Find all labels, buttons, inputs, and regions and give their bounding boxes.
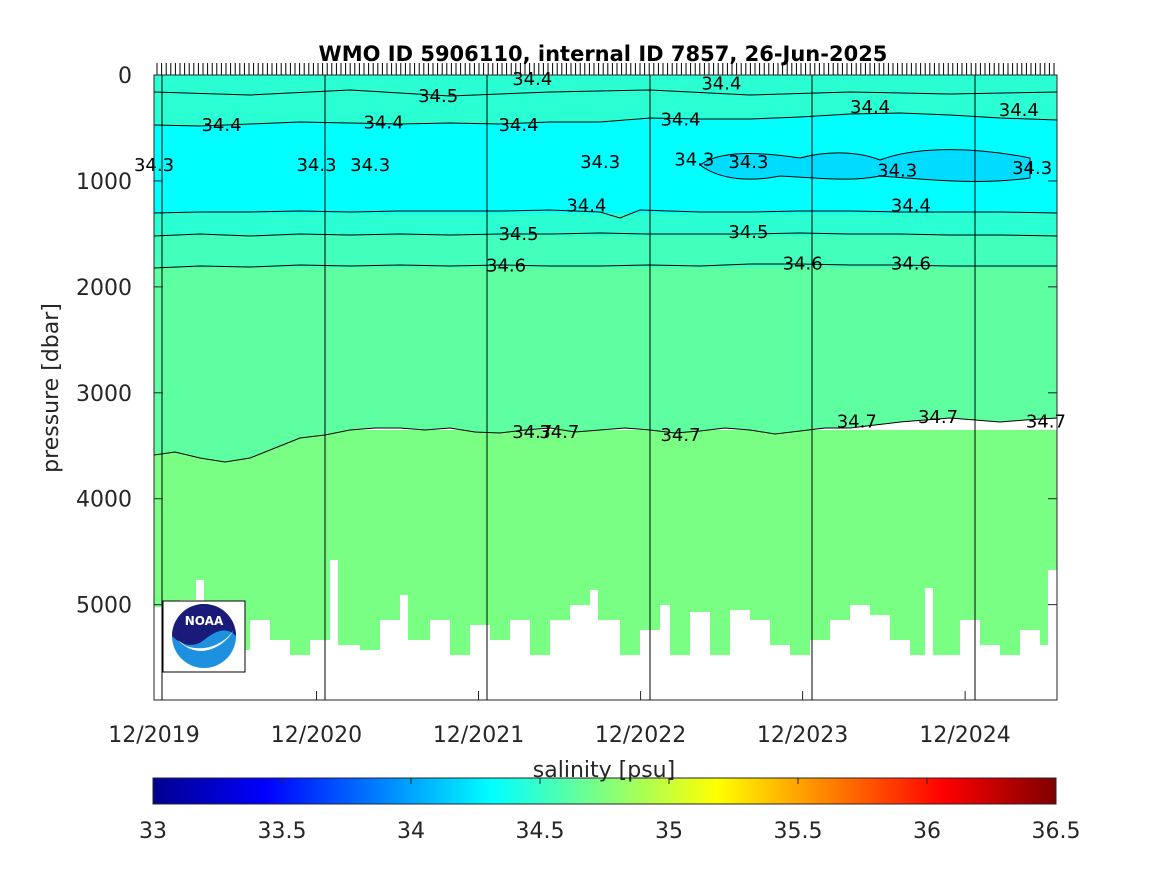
contour-label: 34.4 [498,115,538,136]
y-tick-label: 5000 [76,594,132,619]
contour-label: 34.3 [580,152,620,173]
y-axis-label: pressure [dbar] [39,303,64,473]
y-axis: 0 1000 2000 3000 4000 5000 [76,64,1057,619]
x-tick-label: 12/2019 [108,723,199,748]
contour-34-6 [154,263,1057,269]
contour-label: 34.4 [999,100,1039,121]
fresh-patch [700,149,1030,182]
x-axis: 12/2019 12/2020 12/2021 12/2022 12/2023 12/20… [108,691,1011,748]
seafloor-mask [154,560,1057,700]
contour-label: 34.3 [350,155,390,176]
band-34-5 [154,236,1057,268]
contour-label: 34.3 [728,152,768,173]
colorbar-label: salinity [psu] [533,758,675,783]
contour-label: 34.4 [891,195,931,216]
x-tick-label: 12/2023 [757,723,848,748]
contour-label: 34.5 [728,222,768,243]
band-surface [154,75,1057,126]
noaa-logo-text: NOAA [185,614,224,628]
contour-34-3 [699,149,1031,182]
contour-label: 34.4 [201,115,241,136]
colorbar-tick-label: 36.5 [1032,819,1081,844]
y-tick-label: 1000 [76,170,132,195]
y-tick-label: 0 [118,64,132,89]
contour-label: 34.5 [418,86,458,107]
contour-label: 34.7 [1026,411,1066,432]
y-tick-label: 2000 [76,276,132,301]
profile-ticks [156,63,1055,75]
colorbar-tick-label: 35 [655,819,683,844]
contour-label: 34.6 [783,254,823,275]
y-tick-label: 4000 [76,488,132,513]
contour-label: 34.7 [660,425,700,446]
colorbar-tick-label: 33.5 [258,819,307,844]
contour-label: 34.4 [363,113,403,134]
contour-fill [154,75,1057,700]
contour-label: 34.4 [660,109,700,130]
contour-label: 34.6 [486,256,526,277]
contour-label: 34.3 [296,155,336,176]
contour-label: 34.4 [850,97,890,118]
axes-box [153,74,1058,701]
colorbar-tick-label: 33 [139,819,167,844]
contour-lines [154,89,1057,463]
contour-label: 34.7 [837,411,877,432]
contour-label: 34.3 [877,160,917,181]
contour-label: 34.7 [512,422,552,443]
colorbar [152,777,1057,805]
contour-34-5 [154,232,1057,237]
colorbar-tick-label: 34.5 [516,819,565,844]
contour-label: 34.3 [674,150,714,171]
x-tick-label: 12/2021 [433,723,524,748]
band-34-4 [154,213,1057,236]
x-tick-label: 12/2022 [595,723,686,748]
x-tick-label: 12/2024 [919,723,1010,748]
year-lines [161,75,976,700]
x-tick-label: 12/2020 [271,723,362,748]
colorbar-ticks: 33 33.5 34 34.5 35 35.5 36 36.5 [139,778,1080,844]
contour-34-4 [154,209,1057,219]
contour-label: 34.5 [498,224,538,245]
contour-label: 34.7 [918,407,958,428]
colorbar-tick-label: 36 [913,819,941,844]
contour-label: 34.7 [539,422,579,443]
contour-labels: 34.4 34.4 34.434.4 34.434.4 34.434.534.434.3… [134,69,1066,446]
chart-title: WMO ID 5906110, internal ID 7857, 26-Jun… [319,42,888,66]
contour-label: 34.4 [512,69,552,90]
colorbar-tick-label: 34 [397,819,425,844]
contour-label: 34.3 [1012,158,1052,179]
contour-34-7 [154,417,1057,463]
contour-label: 34.4 [701,73,741,94]
colorbar-tick-label: 35.5 [774,819,823,844]
contour-near-surface [154,89,1057,97]
contour-label: 34.4 [566,195,606,216]
band-34-6 [154,268,1057,462]
contour-label: 34.6 [891,254,931,275]
contour-surface [154,112,1057,127]
noaa-logo: NOAA [162,600,246,673]
y-tick-label: 3000 [76,382,132,407]
